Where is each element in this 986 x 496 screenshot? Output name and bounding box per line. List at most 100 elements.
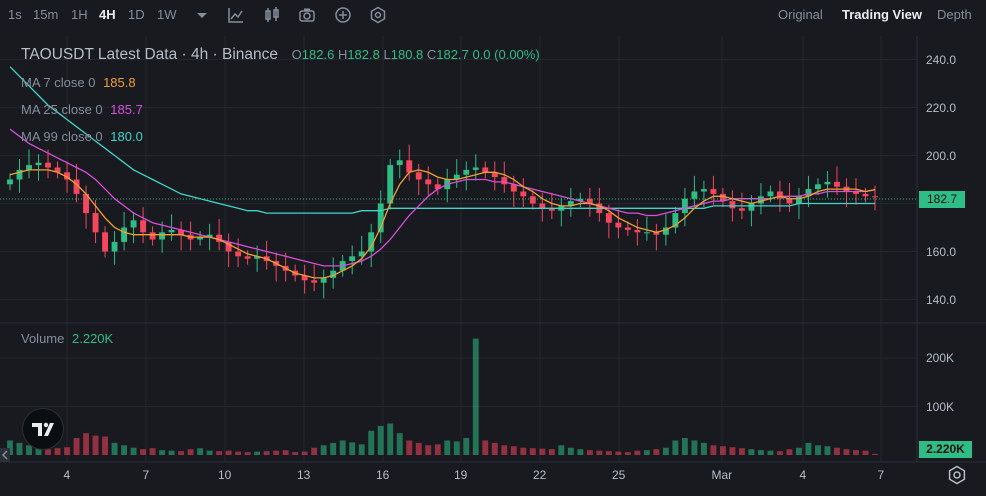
- candle-body: [396, 160, 403, 166]
- time-tick-label: 16: [376, 468, 390, 482]
- ohlc-values: O182.6 H182.8 L180.8 C182.7 0.0 (0.00%): [292, 47, 540, 62]
- timeframe-15m[interactable]: 15m: [33, 7, 59, 22]
- candle-body: [301, 275, 308, 281]
- candle-body: [710, 189, 717, 194]
- view-tab-trading-view[interactable]: Trading View: [842, 7, 922, 22]
- view-tab-original[interactable]: Original: [778, 7, 823, 22]
- volume-bars: [7, 338, 878, 455]
- volume-bar: [872, 453, 878, 455]
- high-value: 182.8: [347, 47, 380, 62]
- candle-body: [415, 172, 422, 180]
- settings-hex-icon[interactable]: [368, 5, 388, 25]
- candle-body: [377, 203, 384, 233]
- candle-body: [26, 165, 32, 170]
- ma7-legend: MA 7 close 0 185.8: [21, 75, 136, 90]
- candle-body: [16, 169, 23, 180]
- volume-bar: [862, 450, 869, 455]
- candle-body: [216, 234, 223, 242]
- time-tick-label: 4: [799, 468, 807, 482]
- time-tick-label: 22: [533, 468, 547, 482]
- volume-bar: [529, 448, 536, 455]
- candle-body: [387, 165, 394, 204]
- timeframe-1d[interactable]: 1D: [128, 7, 145, 22]
- volume-bar: [776, 451, 783, 455]
- candle-body: [358, 251, 365, 257]
- timeframe-1w[interactable]: 1W: [157, 7, 177, 22]
- candle-body: [700, 189, 707, 192]
- candle-body: [311, 280, 318, 283]
- volume-bar: [45, 449, 51, 455]
- candle-body: [463, 169, 470, 175]
- candle-body: [7, 179, 13, 185]
- candle-body: [111, 241, 118, 252]
- candle-body: [681, 198, 688, 214]
- low-label: L: [383, 47, 391, 62]
- ma7-value: 185.8: [103, 75, 136, 90]
- volume-bar: [738, 448, 745, 455]
- candle-body: [330, 270, 337, 278]
- volume-bar: [577, 449, 584, 455]
- volume-bar: [216, 451, 223, 455]
- volume-bar: [767, 450, 774, 455]
- add-icon[interactable]: [333, 5, 353, 25]
- camera-icon[interactable]: [297, 5, 317, 25]
- time-tick-label: 7: [142, 468, 150, 482]
- candle-body: [73, 179, 80, 194]
- candle-body: [824, 181, 831, 185]
- volume-bar: [130, 447, 137, 455]
- candle-body: [349, 256, 356, 262]
- indicator-icon[interactable]: [226, 5, 246, 25]
- volume-bar: [282, 450, 289, 455]
- ma25-label: MA 25 close 0: [21, 102, 103, 117]
- candle-body: [235, 251, 242, 257]
- candle-body: [35, 162, 42, 166]
- chevron-down-icon[interactable]: [192, 5, 212, 25]
- candle-body: [159, 232, 166, 240]
- timeframe-4h[interactable]: 4H: [99, 7, 116, 22]
- candle-body: [130, 220, 137, 228]
- chart-settings-icon[interactable]: [946, 464, 968, 486]
- volume-bar: [92, 435, 99, 455]
- volume-bar: [520, 447, 527, 455]
- volume-bar: [406, 440, 413, 455]
- candle-type-icon[interactable]: [262, 5, 282, 25]
- volume-bar: [853, 450, 859, 455]
- volume-bar: [672, 440, 679, 455]
- scroll-left-button[interactable]: [0, 448, 10, 462]
- open-label: O: [291, 47, 302, 62]
- ma7-label: MA 7 close 0: [21, 75, 96, 90]
- candle-body: [482, 167, 489, 173]
- price-tick-label: 160.0: [926, 244, 957, 259]
- candle-body: [254, 256, 261, 259]
- candle-body: [92, 213, 99, 233]
- candle-body: [767, 191, 774, 197]
- timeframe-1s[interactable]: 1s: [8, 7, 22, 22]
- volume-bar: [615, 451, 622, 455]
- change-value: 0.0 (0.00%): [472, 47, 540, 62]
- volume-bar: [387, 423, 394, 455]
- volume-bar: [73, 438, 80, 455]
- volume-value: 2.220K: [72, 331, 114, 346]
- ma25-line: [9, 128, 876, 267]
- volume-bar: [415, 442, 422, 455]
- view-tab-depth[interactable]: Depth: [937, 7, 972, 22]
- candle-body: [672, 213, 679, 228]
- volume-bar: [757, 450, 764, 455]
- volume-label: Volume: [21, 331, 65, 346]
- candle-body: [729, 201, 736, 209]
- volume-bar: [501, 445, 508, 455]
- price-tick-label: 140.0: [926, 292, 957, 307]
- time-tick-label: 10: [218, 468, 232, 482]
- volume-bar: [159, 450, 166, 455]
- volume-bar: [235, 451, 242, 455]
- timeframe-1h[interactable]: 1H: [71, 7, 88, 22]
- candle-body: [45, 162, 51, 168]
- candle-body: [757, 196, 764, 204]
- volume-bar: [434, 444, 441, 455]
- candle-body: [434, 184, 441, 190]
- ma25-value: 185.7: [110, 102, 143, 117]
- volume-bar: [472, 338, 479, 455]
- tradingview-logo[interactable]: [22, 408, 64, 450]
- time-tick-label: 25: [612, 468, 626, 482]
